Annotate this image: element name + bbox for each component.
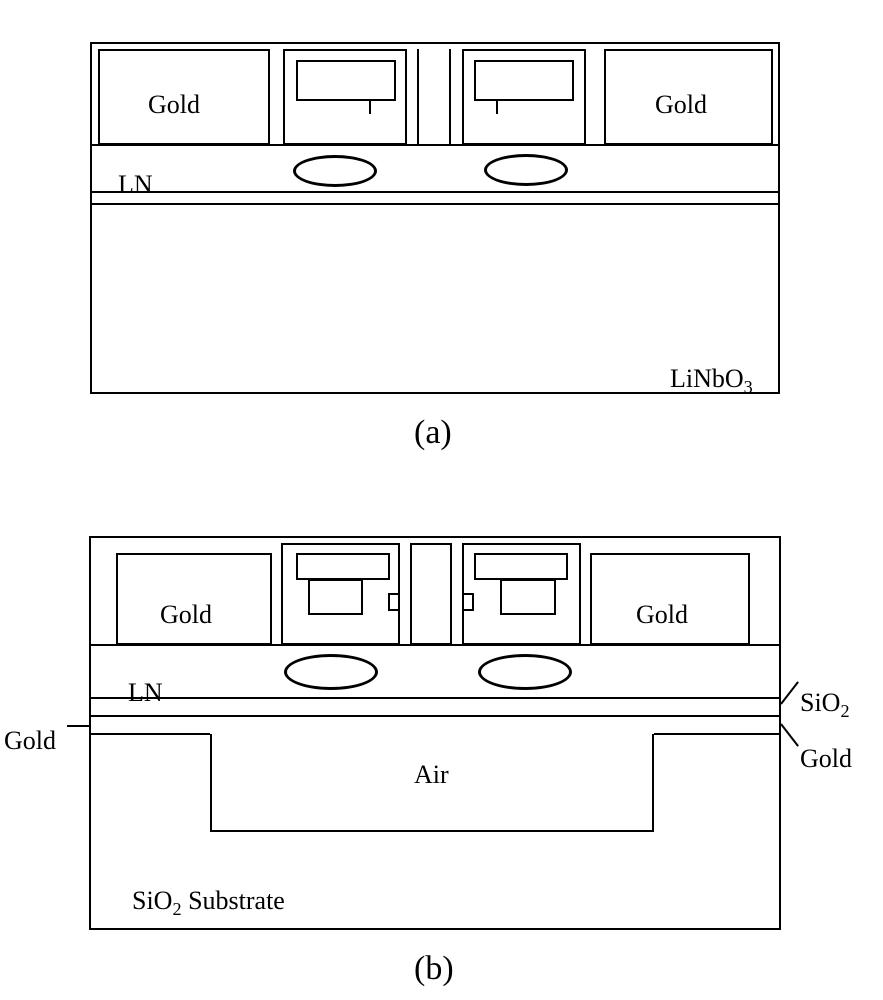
figB-callout-sio2: SiO2 xyxy=(800,688,850,722)
figB-label-substrate: SiO2 Substrate xyxy=(132,886,285,920)
figB-waveguide-right xyxy=(478,654,572,690)
figB-gold-right xyxy=(590,553,750,645)
figB-label-gold-left: Gold xyxy=(160,600,212,630)
figA-label-gold-right: Gold xyxy=(655,90,707,120)
figB-label-ln: LN xyxy=(128,678,163,708)
figA-label-linbo3: LiNbO3 xyxy=(670,364,753,398)
figB-gold-left xyxy=(116,553,272,645)
figB-center-bar xyxy=(410,543,452,645)
figA-waveguide-left xyxy=(293,155,377,187)
caption-a: (a) xyxy=(414,414,452,452)
caption-b: (b) xyxy=(414,950,454,988)
figB-label-air: Air xyxy=(414,760,449,790)
figB-label-gold-right: Gold xyxy=(636,600,688,630)
figA-label-ln: LN xyxy=(118,170,153,200)
figA-waveguide-right xyxy=(484,154,568,186)
figB-callout-gold-left: Gold xyxy=(4,726,56,756)
figB-callout-gold-right: Gold xyxy=(800,744,852,774)
figA-label-gold-left: Gold xyxy=(148,90,200,120)
figB-waveguide-left xyxy=(284,654,378,690)
